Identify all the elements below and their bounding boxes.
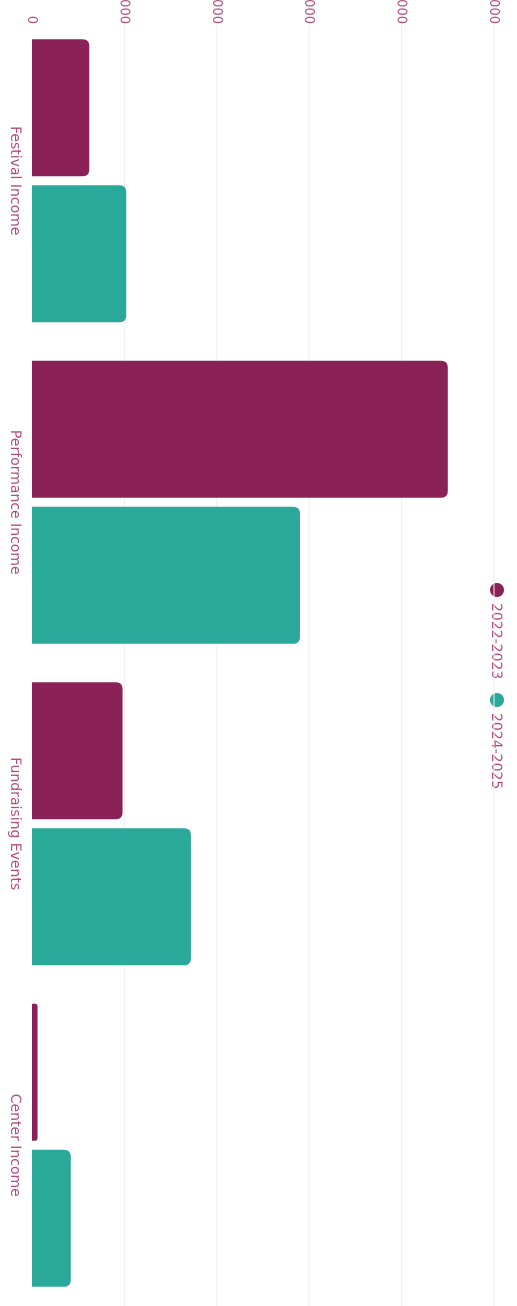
bar-center-income-2022-2023[interactable] [32, 1003, 38, 1141]
category-label-fundraising-events: Fundraising Events [7, 757, 23, 890]
y-tick-label: 150000 [301, 0, 316, 24]
legend-swatch [490, 693, 504, 707]
y-tick-label: 250000 [486, 0, 501, 24]
bar-center-income-2024-2025[interactable] [32, 1149, 71, 1287]
y-tick-label: 50000 [116, 0, 131, 24]
legend-item-2024-2025[interactable]: 2024-2025 [488, 693, 504, 789]
bar-festival-income-2022-2023[interactable] [32, 39, 90, 177]
bar-performance-income-2024-2025[interactable] [32, 506, 300, 644]
y-tick-label: 0 [24, 16, 39, 24]
bar-fundraising-events-2022-2023[interactable] [32, 682, 123, 820]
bar-festival-income-2024-2025[interactable] [32, 185, 127, 323]
legend-swatch [490, 583, 504, 597]
chart-bars [32, 39, 448, 1287]
bar-fundraising-events-2024-2025[interactable] [32, 828, 191, 966]
y-tick-label: 200000 [394, 0, 409, 24]
y-tick-label: 100000 [209, 0, 224, 24]
legend-item-2022-2023[interactable]: 2022-2023 [488, 583, 504, 679]
x-axis-categories: Festival Income Performance Income Fundrai… [7, 126, 23, 1197]
category-label-center-income: Center Income [7, 1094, 23, 1197]
bar-performance-income-2022-2023[interactable] [32, 360, 448, 498]
legend-label: 2022-2023 [488, 603, 504, 679]
chart-gridlines [123, 20, 495, 1306]
category-label-festival-income: Festival Income [7, 126, 23, 235]
legend-label: 2024-2025 [488, 713, 504, 789]
category-label-performance-income: Performance Income [7, 430, 23, 575]
chart-legend: 2022-2023 2024-2025 [488, 583, 504, 789]
y-axis-ticks: 0 50000 100000 150000 200000 250000 [24, 0, 501, 24]
